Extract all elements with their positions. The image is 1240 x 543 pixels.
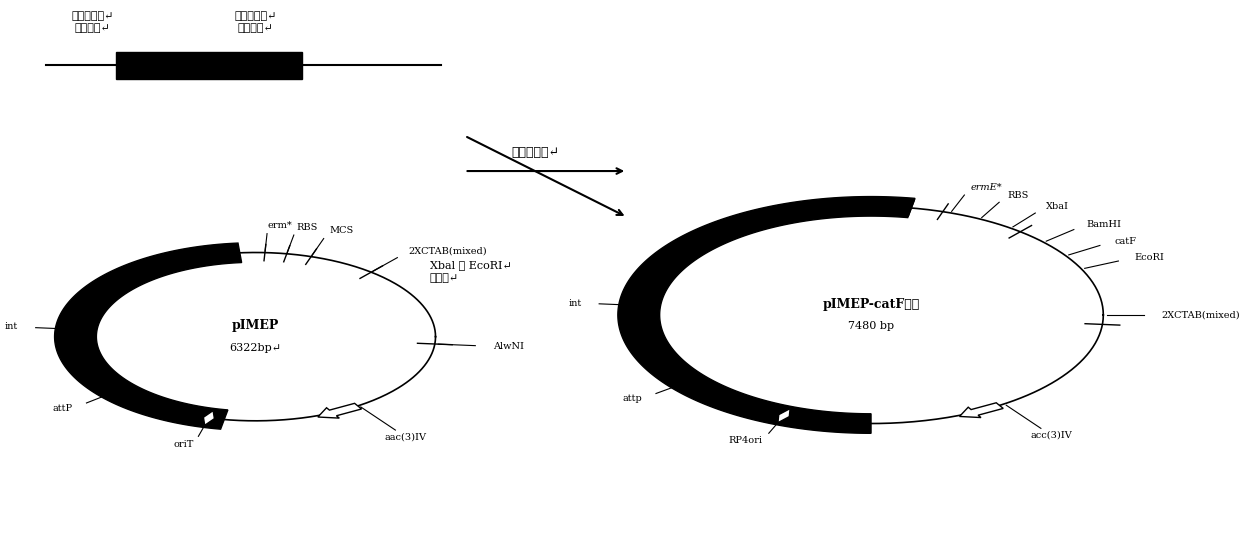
Text: RBS: RBS (1007, 191, 1029, 200)
Text: catF: catF (1115, 237, 1137, 245)
Text: Xbal 和 EcoRI↵
双醂切↵: Xbal 和 EcoRI↵ 双醂切↵ (430, 260, 512, 283)
Text: acc(3)IV: acc(3)IV (1030, 431, 1071, 439)
Text: oriT: oriT (174, 440, 193, 449)
Text: 2XCTAB(mixed): 2XCTAB(mixed) (408, 247, 487, 256)
FancyArrow shape (808, 203, 844, 214)
Text: erm*: erm* (268, 221, 293, 230)
Polygon shape (777, 408, 790, 422)
Text: MCS: MCS (329, 226, 353, 235)
Text: AlwNI: AlwNI (492, 342, 523, 351)
FancyArrow shape (960, 403, 1003, 418)
Text: 6322bp↵: 6322bp↵ (229, 343, 281, 352)
Text: 醂切位点处↵
同源片段↵: 醂切位点处↵ 同源片段↵ (72, 11, 114, 33)
Text: XbaI: XbaI (1045, 202, 1069, 211)
Text: EcoRI: EcoRI (1135, 253, 1164, 262)
Polygon shape (55, 243, 242, 429)
Text: 醂切位点处↵
同源片段↵: 醂切位点处↵ 同源片段↵ (234, 11, 277, 33)
Text: attP: attP (53, 403, 73, 413)
Text: pIMEP-catF质粒: pIMEP-catF质粒 (822, 298, 920, 311)
Text: 7480 bp: 7480 bp (848, 321, 894, 331)
Text: ermE*: ermE* (971, 183, 1002, 192)
Polygon shape (618, 197, 915, 433)
Text: aac(3)IV: aac(3)IV (384, 432, 427, 441)
Bar (117, 52, 303, 79)
Text: BamHI: BamHI (1086, 219, 1122, 229)
FancyArrow shape (159, 256, 193, 267)
FancyArrow shape (317, 403, 362, 418)
Text: int: int (569, 299, 582, 307)
Text: attp: attp (622, 394, 642, 403)
Text: 2XCTAB(mixed): 2XCTAB(mixed) (1162, 311, 1240, 319)
Text: RP4ori: RP4ori (728, 437, 763, 445)
Polygon shape (203, 411, 215, 425)
Text: int: int (5, 323, 19, 331)
Text: RBS: RBS (296, 223, 319, 231)
Text: 片段重组醂↵: 片段重组醂↵ (511, 146, 559, 159)
Text: pIMEP: pIMEP (232, 319, 279, 332)
